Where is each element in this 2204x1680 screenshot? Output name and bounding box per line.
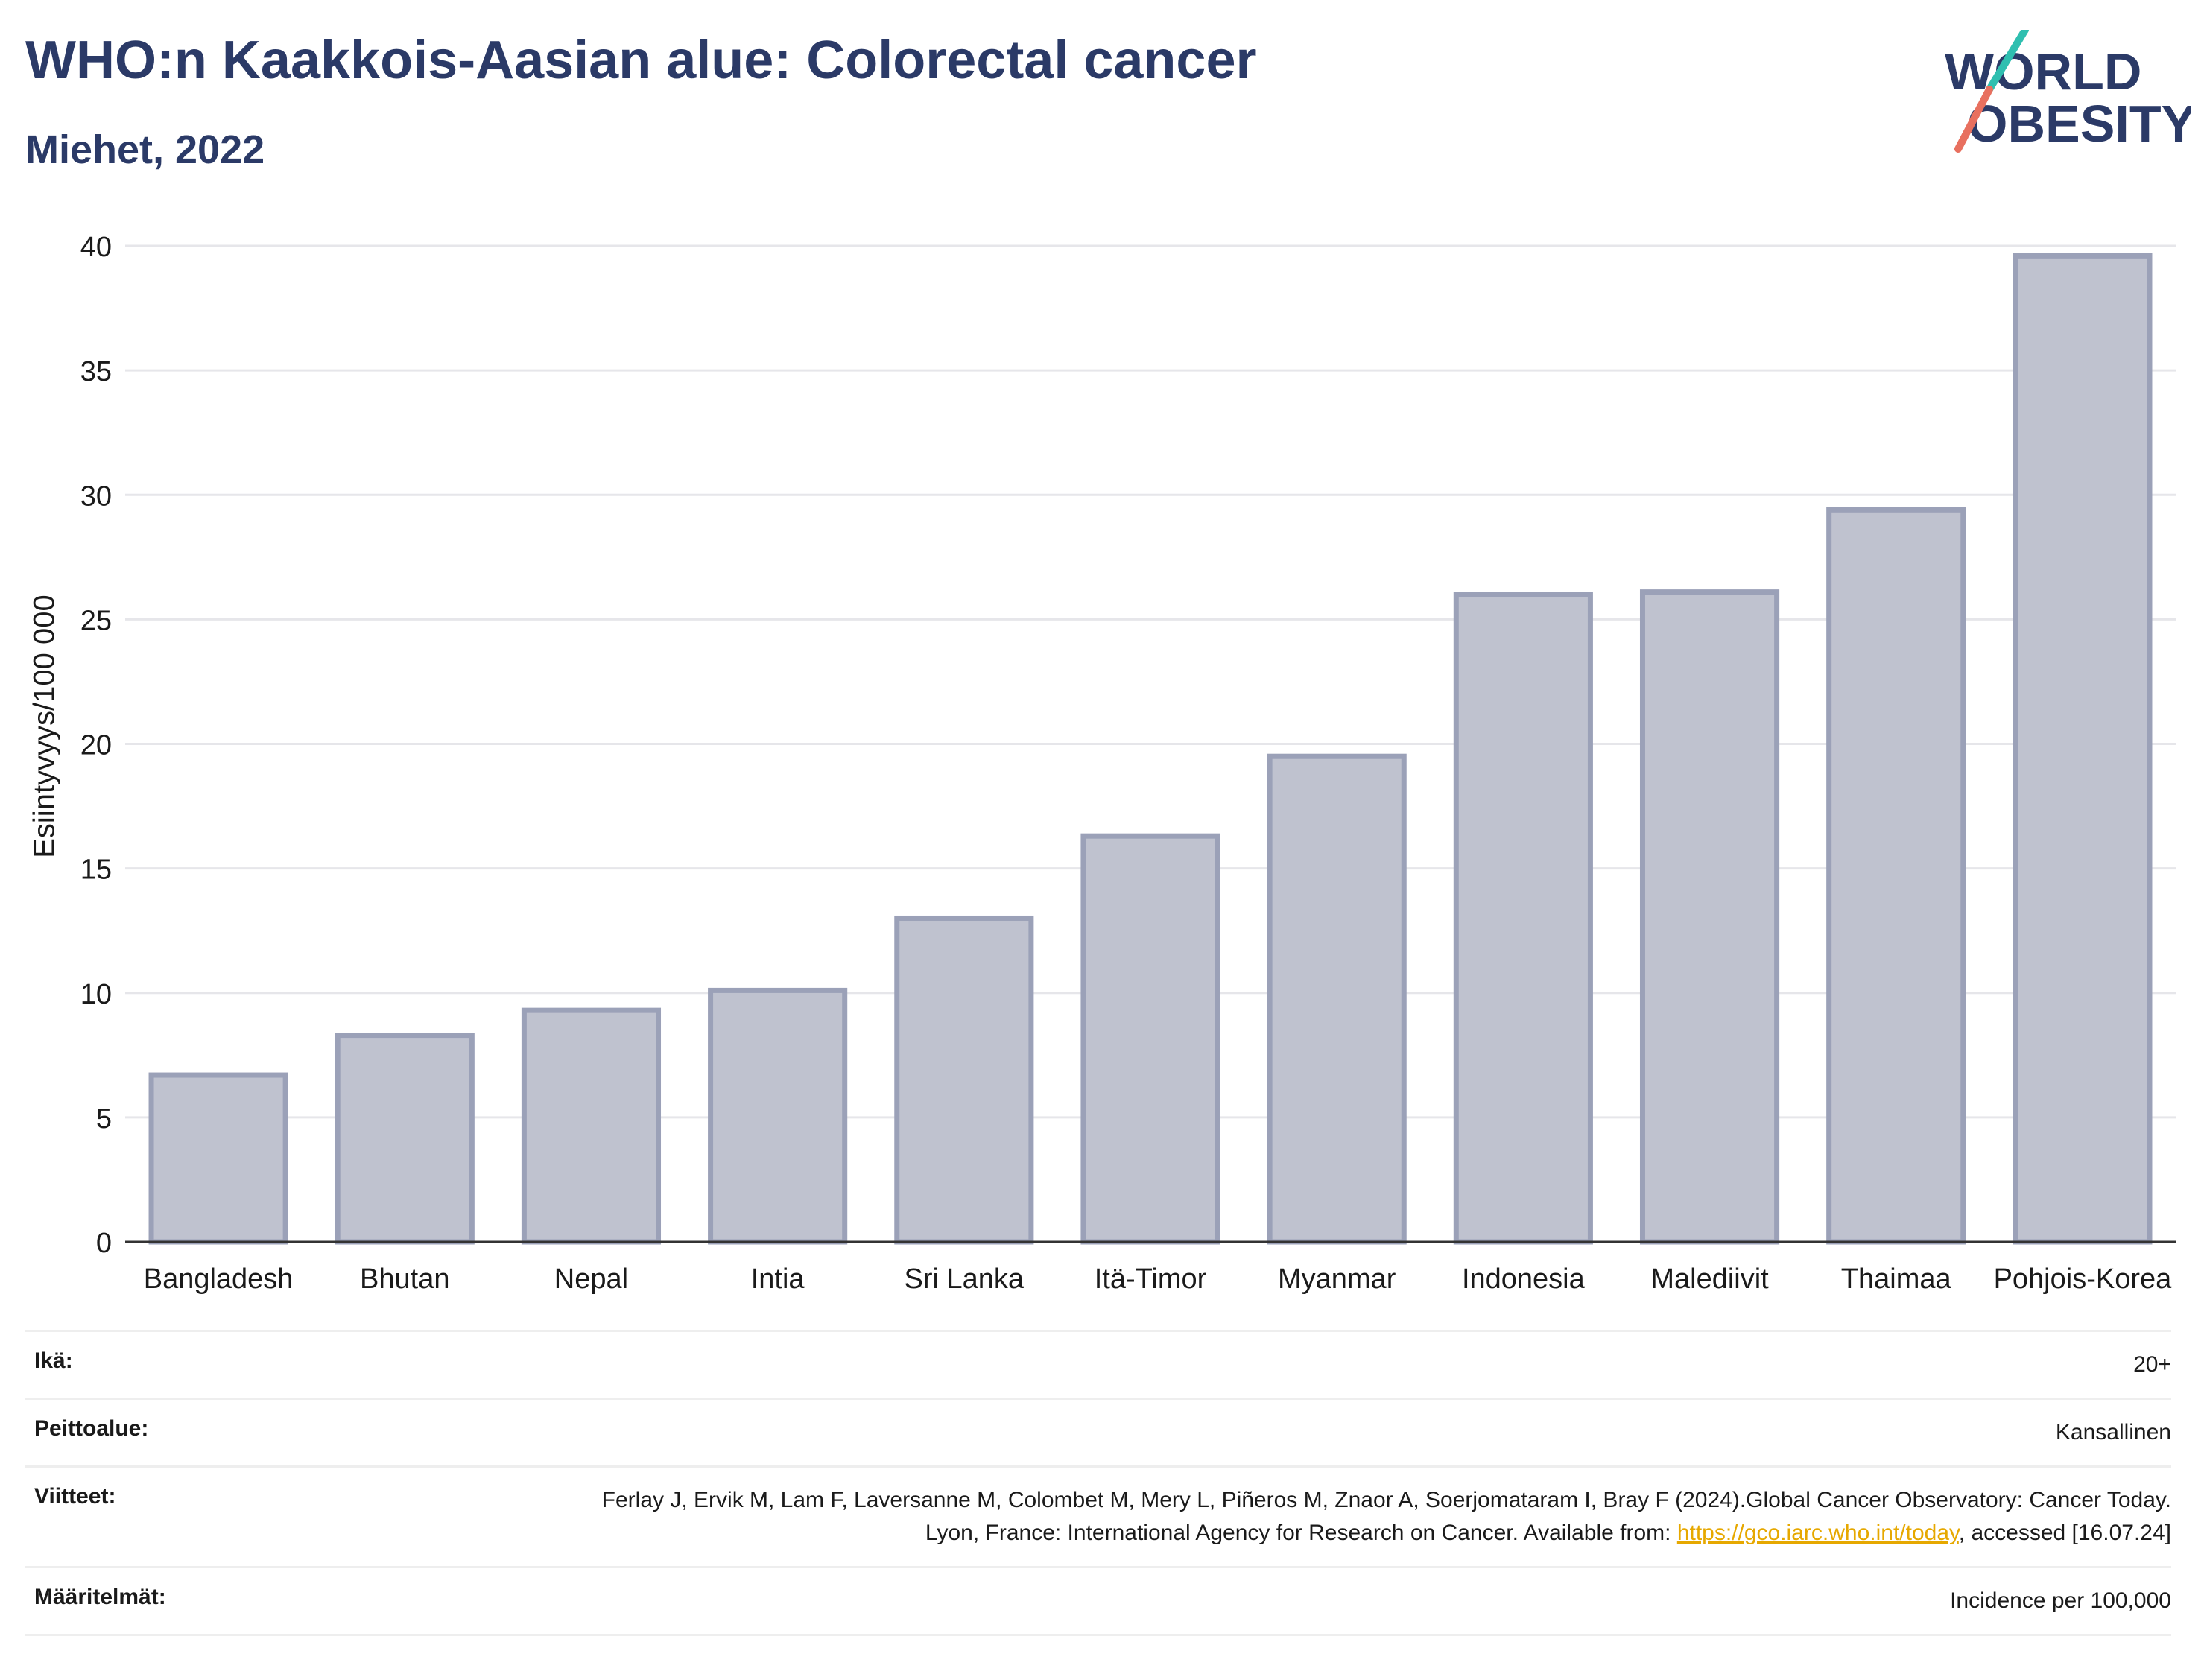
bar-pohjois-korea [2013, 253, 2153, 1245]
x-tick-label: Intia [751, 1264, 805, 1295]
x-tick-label: Bangladesh [144, 1264, 294, 1295]
references-link[interactable]: https://gco.iarc.who.int/today [1676, 1521, 1959, 1545]
y-tick-label: 30 [80, 481, 112, 512]
meta-row-coverage: Peittoalue: Kansallinen [25, 1398, 2171, 1465]
bar-nepal [521, 1007, 662, 1245]
logo-line1: WORLD [1945, 42, 2141, 101]
bar-it-timor [1080, 833, 1220, 1245]
x-tick-label: Bhutan [360, 1264, 449, 1295]
references-accessed: , accessed [16.07.24] [1958, 1521, 2171, 1545]
bar-chart: 0 5 10 15 20 25 30 35 40 Bangladesh Bhutan Nepal Int… [80, 232, 2176, 1295]
y-tick-label: 5 [96, 1103, 112, 1135]
references-label: Viitteet: [34, 1484, 116, 1509]
bar-bangladesh [148, 1072, 288, 1245]
references-value: Ferlay J, Ervik M, Lam F, Laversanne M, … [569, 1484, 2171, 1550]
definitions-label: Määritelmät: [34, 1585, 166, 1609]
tick-labels: 0 5 10 15 20 25 30 35 40 Bangladesh Bhutan Nepal Int… [80, 232, 2172, 1295]
y-tick-label: 40 [80, 232, 112, 263]
x-tick-label: Malediivit [1650, 1264, 1769, 1295]
coverage-label: Peittoalue: [34, 1416, 149, 1441]
bar-malediivit [1639, 589, 1780, 1245]
world-obesity-logo: WORLD OBESITY [1945, 30, 2191, 153]
chart-subtitle: Miehet, 2022 [25, 127, 265, 172]
y-tick-label: 0 [96, 1228, 112, 1259]
age-value: 20+ [2133, 1352, 2171, 1377]
chart-title: WHO:n Kaakkois-Aasian alue: Colorectal c… [25, 31, 1257, 90]
metadata-table: Ikä: 20+ Peittoalue: Kansallinen Viittee… [25, 1330, 2171, 1636]
x-tick-label: Nepal [554, 1264, 628, 1295]
y-tick-label: 35 [80, 356, 112, 387]
x-tick-label: Myanmar [1278, 1264, 1396, 1295]
y-tick-label: 20 [80, 730, 112, 761]
meta-row-references: Viitteet: Ferlay J, Ervik M, Lam F, Lave… [25, 1465, 2171, 1566]
x-tick-label: Indonesia [1462, 1264, 1586, 1295]
x-tick-label: Pohjois-Korea [1994, 1264, 2173, 1295]
references-text: Ferlay J, Ervik M, Lam F, Laversanne M, … [601, 1488, 2171, 1545]
bar-myanmar [1267, 753, 1407, 1245]
logo-line2: OBESITY [1967, 95, 2191, 153]
coverage-value: Kansallinen [2055, 1420, 2171, 1445]
bar-sri-lanka [894, 915, 1034, 1245]
y-axis-title: Esiintyvyys/100 000 [28, 595, 61, 858]
x-tick-label: Thaimaa [1841, 1264, 1952, 1295]
bar-bhutan [335, 1033, 475, 1245]
bars [148, 253, 2153, 1245]
y-tick-label: 15 [80, 855, 112, 886]
definitions-value: Incidence per 100,000 [1950, 1588, 2171, 1613]
x-tick-label: Sri Lanka [905, 1264, 1025, 1295]
y-tick-label: 25 [80, 605, 112, 636]
bar-thaimaa [1826, 507, 1966, 1245]
meta-row-age: Ikä: 20+ [25, 1330, 2171, 1398]
bar-indonesia [1453, 592, 1593, 1245]
x-tick-label: Itä-Timor [1095, 1264, 1207, 1295]
bar-intia [708, 987, 848, 1245]
meta-row-definitions: Määritelmät: Incidence per 100,000 [25, 1566, 2171, 1636]
y-tick-label: 10 [80, 979, 112, 1010]
age-label: Ikä: [34, 1348, 73, 1373]
